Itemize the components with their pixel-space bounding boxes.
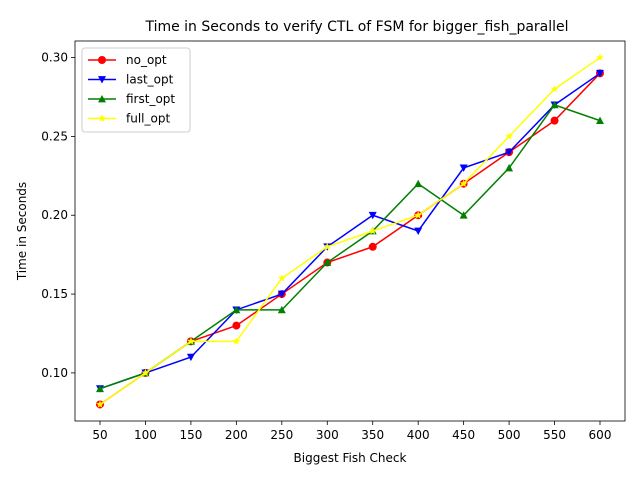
x-tick-label: 600 [589, 428, 612, 442]
legend-label: first_opt [126, 92, 175, 106]
y-axis-label: Time in Seconds [15, 182, 29, 281]
legend-item-first_opt: first_opt [88, 92, 175, 106]
data-point-first_opt [232, 305, 241, 314]
y-tick-label: 0.15 [41, 287, 68, 301]
legend-marker [98, 95, 106, 103]
data-point-full_opt [323, 242, 332, 250]
data-point-full_opt [96, 400, 104, 408]
data-point-no_opt [550, 116, 559, 125]
series-line-last_opt [99, 72, 601, 390]
data-point-last_opt [277, 290, 286, 299]
x-tick-label: 100 [134, 428, 157, 442]
x-tick-label: 450 [452, 428, 475, 442]
data-point-first_opt [96, 384, 104, 393]
legend-box [81, 47, 191, 133]
data-point-full_opt [596, 53, 604, 61]
data-point-last_opt [596, 69, 604, 78]
x-tick-label: 400 [407, 428, 430, 442]
data-point-first_opt [505, 163, 514, 172]
legend-label: full_opt [126, 112, 170, 126]
data-point-last_opt [505, 148, 514, 157]
data-point-full_opt [368, 227, 377, 235]
legend-item-full_opt: full_opt [88, 112, 170, 126]
data-point-last_opt [368, 211, 377, 220]
data-point-full_opt [459, 179, 468, 187]
data-point-full_opt [505, 132, 513, 140]
y-axis: 0.10 0.15 0.20 0.25 0.30 [41, 51, 75, 380]
series-last_opt [96, 69, 604, 393]
legend-label: no_opt [126, 53, 167, 67]
data-point-full_opt [141, 368, 150, 377]
legend-label: last_opt [126, 73, 174, 87]
x-axis-label: Biggest Fish Check [294, 451, 407, 465]
chart-title: Time in Seconds to verify CTL of FSM for… [144, 19, 568, 35]
data-point-first_opt [323, 258, 332, 266]
data-point-full_opt [414, 211, 422, 219]
data-point-full_opt [278, 274, 286, 282]
series-line-full_opt [99, 56, 601, 406]
data-point-last_opt [186, 353, 195, 362]
x-tick-label: 50 [92, 428, 107, 442]
data-point-first_opt [459, 211, 468, 219]
data-point-last_opt [414, 227, 423, 235]
x-tick-label: 150 [179, 428, 202, 442]
data-point-full_opt [550, 85, 559, 93]
legend: no_opt last_opt first_opt full_opt [81, 47, 191, 133]
x-tick-label: 250 [270, 428, 293, 442]
data-point-first_opt [550, 100, 559, 109]
data-point-last_opt [459, 164, 468, 172]
y-tick-label: 0.30 [41, 51, 68, 65]
y-tick-label: 0.25 [41, 129, 68, 143]
series-layer [96, 53, 604, 409]
legend-marker [98, 114, 106, 122]
plot-frame [74, 40, 626, 422]
data-point-no_opt [232, 321, 241, 330]
data-point-no_opt [368, 242, 377, 251]
data-point-first_opt [277, 305, 286, 314]
data-point-full_opt [232, 337, 241, 345]
legend-marker [98, 76, 106, 84]
legend-item-last_opt: last_opt [88, 73, 174, 87]
x-tick-label: 500 [498, 428, 521, 442]
series-full_opt [96, 53, 604, 408]
data-point-full_opt [187, 337, 195, 345]
legend-item-no_opt: no_opt [88, 53, 167, 67]
data-point-first_opt [596, 116, 604, 125]
x-axis: 50 100 150 200 250 300 350 400 450 500 550 600 [92, 421, 611, 442]
data-point-first_opt [414, 179, 423, 188]
x-tick-label: 200 [225, 428, 248, 442]
legend-marker [98, 56, 106, 64]
y-tick-label: 0.20 [41, 208, 68, 222]
x-tick-label: 550 [543, 428, 566, 442]
x-tick-label: 350 [361, 428, 384, 442]
x-tick-label: 300 [316, 428, 339, 442]
y-tick-label: 0.10 [41, 366, 68, 380]
